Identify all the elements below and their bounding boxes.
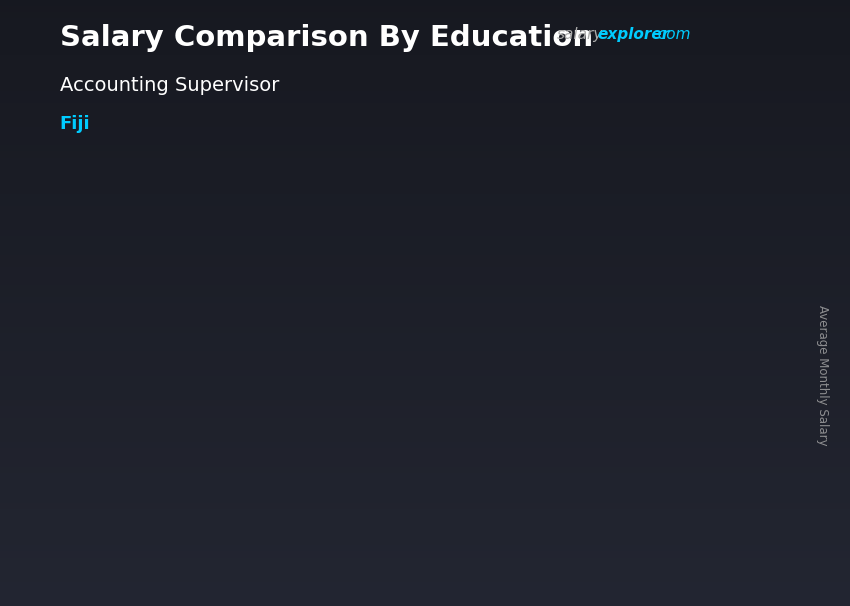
Text: explorer: explorer xyxy=(598,27,670,42)
Bar xyxy=(138,417,212,533)
Text: 2,820 FJD: 2,820 FJD xyxy=(94,395,164,409)
Text: salary: salary xyxy=(557,27,603,42)
Text: +31%: +31% xyxy=(586,228,649,247)
Text: +45%: +45% xyxy=(389,307,452,325)
Text: 4,800 FJD: 4,800 FJD xyxy=(422,312,492,327)
Text: Average Monthly Salary: Average Monthly Salary xyxy=(816,305,829,446)
Bar xyxy=(203,417,212,533)
Bar xyxy=(630,273,704,533)
Text: .com: .com xyxy=(653,27,690,42)
Text: Salary Comparison By Education: Salary Comparison By Education xyxy=(60,24,592,52)
Text: Accounting Supervisor: Accounting Supervisor xyxy=(60,76,279,95)
Bar xyxy=(303,396,308,533)
Bar xyxy=(138,417,212,421)
Bar xyxy=(532,335,541,533)
Text: +18%: +18% xyxy=(208,364,272,383)
Bar xyxy=(466,335,540,533)
Bar xyxy=(302,396,376,533)
Text: Fiji: Fiji xyxy=(60,115,90,133)
Bar xyxy=(631,273,637,533)
Bar xyxy=(367,396,377,533)
Bar xyxy=(302,396,376,402)
Bar xyxy=(467,335,472,533)
Bar xyxy=(696,273,705,533)
Bar xyxy=(630,273,704,284)
Text: 3,310 FJD: 3,310 FJD xyxy=(258,374,327,389)
Bar xyxy=(466,335,540,343)
Text: 6,290 FJD: 6,290 FJD xyxy=(632,251,702,266)
Bar xyxy=(139,417,144,533)
